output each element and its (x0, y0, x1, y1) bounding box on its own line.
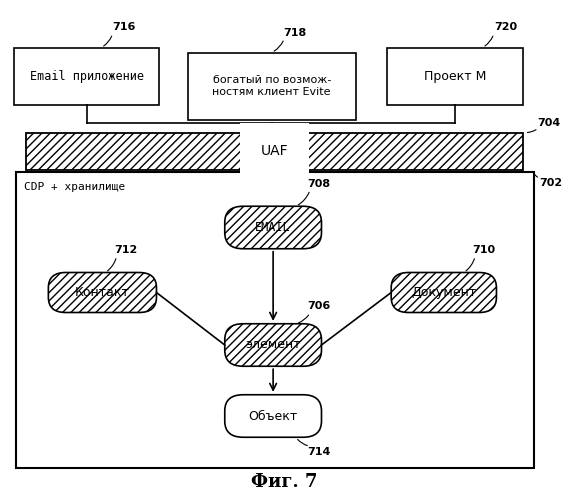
Text: Проект М: Проект М (424, 70, 486, 82)
Text: элемент: элемент (245, 338, 301, 351)
Text: Email приложение: Email приложение (30, 70, 144, 82)
Text: 702: 702 (539, 178, 563, 188)
Bar (387, 48, 523, 105)
Text: 708: 708 (307, 179, 331, 188)
Text: Контакт: Контакт (75, 286, 130, 299)
Text: 706: 706 (307, 301, 331, 311)
Text: EMAIL: EMAIL (255, 221, 291, 234)
Bar (26, 132, 523, 170)
Text: CDP + хранилище: CDP + хранилище (24, 182, 126, 192)
Bar (14, 48, 159, 105)
Bar (16, 172, 534, 468)
Text: 718: 718 (283, 28, 306, 38)
FancyBboxPatch shape (225, 206, 321, 248)
FancyBboxPatch shape (48, 272, 156, 312)
Text: богатый по возмож-
ностям клиент Evite: богатый по возмож- ностям клиент Evite (212, 76, 331, 97)
Text: Объект: Объект (249, 410, 298, 422)
Text: UAF: UAF (261, 144, 288, 158)
Text: 716: 716 (113, 22, 136, 32)
FancyBboxPatch shape (225, 395, 321, 437)
Text: 704: 704 (538, 118, 561, 128)
Text: 720: 720 (494, 22, 517, 32)
Text: Фиг. 7: Фиг. 7 (251, 473, 318, 491)
Text: Документ: Документ (411, 286, 476, 299)
Text: 710: 710 (472, 245, 496, 255)
Text: 712: 712 (114, 245, 137, 255)
Text: 714: 714 (307, 447, 331, 457)
Bar (188, 52, 356, 120)
FancyBboxPatch shape (225, 324, 321, 366)
FancyBboxPatch shape (391, 272, 496, 312)
